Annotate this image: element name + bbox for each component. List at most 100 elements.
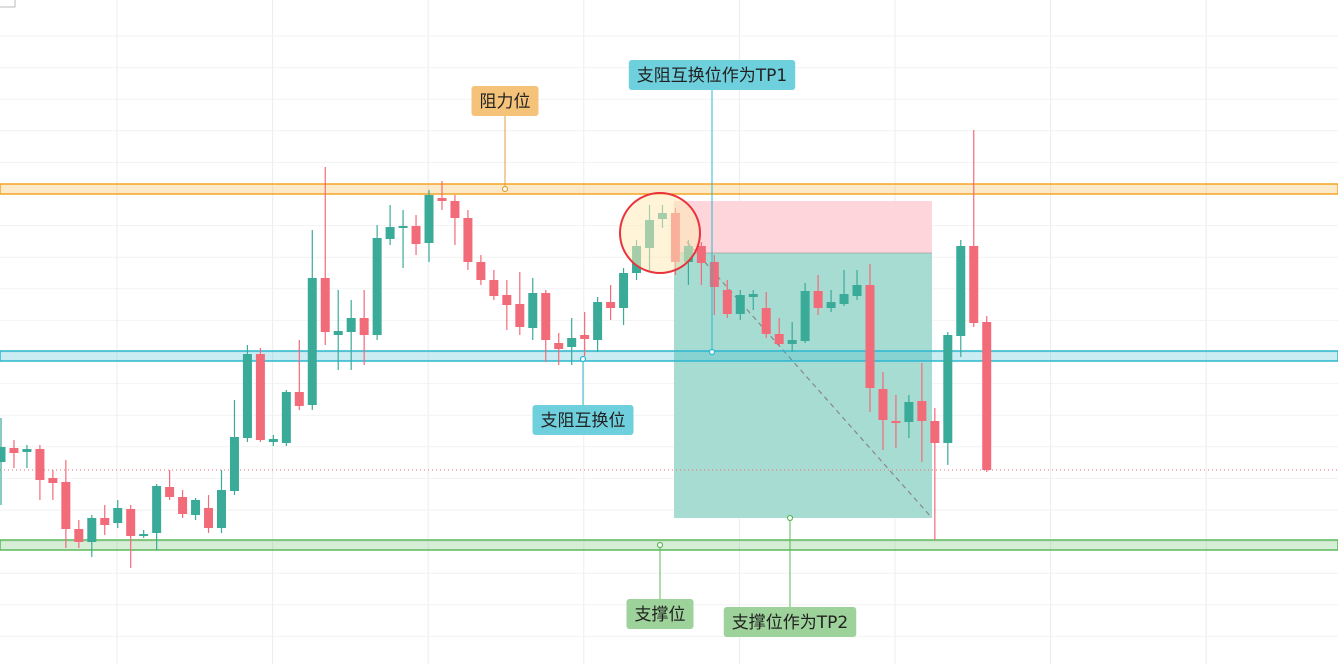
candle-body	[281, 392, 291, 443]
candle-body	[126, 509, 136, 536]
annotation-dot	[786, 514, 794, 522]
annotation-dot	[579, 355, 587, 363]
candle-body	[294, 392, 304, 406]
candle-body	[787, 340, 797, 344]
level-band	[0, 350, 1338, 362]
annotation-label: 支撑位	[635, 605, 686, 625]
annotation-label: 支阻互换位	[541, 411, 626, 431]
candle-body	[152, 486, 162, 533]
candle-body	[593, 302, 603, 340]
annotation: 阻力位	[471, 86, 539, 116]
candle-body	[489, 280, 499, 296]
candle-body	[748, 294, 758, 297]
candle-body	[826, 302, 836, 308]
candle-body	[385, 227, 395, 239]
candle-body	[696, 246, 706, 263]
candle-body	[515, 304, 525, 327]
candle-body	[852, 285, 862, 296]
candle-body	[476, 262, 486, 280]
candle-body	[191, 500, 201, 515]
candle-body	[943, 335, 953, 443]
annotation-box	[471, 86, 539, 116]
annotation-box	[532, 405, 634, 435]
annotation-label: 支阻互换位作为TP1	[637, 66, 787, 86]
level-band	[0, 183, 1338, 195]
candle-body	[450, 201, 460, 218]
candle-body	[100, 518, 110, 525]
candle-body	[165, 487, 175, 497]
candle-body	[255, 354, 265, 440]
candle-body	[813, 291, 823, 308]
candle-body	[178, 497, 188, 514]
annotation-label: 阻力位	[480, 92, 531, 112]
candle-body	[606, 302, 616, 308]
level-band	[0, 539, 1338, 551]
candle-body	[320, 278, 330, 332]
candle-body	[463, 218, 473, 262]
candle-body	[48, 478, 58, 483]
candle-body	[969, 246, 979, 323]
candle-body	[502, 295, 512, 305]
annotation: 支阻互换位	[532, 405, 634, 435]
candle-body	[774, 334, 784, 344]
annotation-box	[723, 607, 857, 637]
candle-body	[87, 518, 97, 542]
candle-body	[74, 529, 84, 542]
trend-line	[686, 241, 933, 519]
annotation-box	[626, 599, 694, 629]
candle-body	[35, 449, 45, 480]
highlight-circle	[619, 192, 701, 274]
candle-body	[956, 246, 966, 336]
annotation-label: 支撑位作为TP2	[732, 613, 848, 633]
annotation-dot	[708, 348, 716, 356]
annotation-box	[628, 60, 796, 90]
candle-body	[917, 401, 927, 421]
candle-body	[346, 318, 356, 332]
candle-body	[268, 439, 278, 442]
candle-body	[22, 449, 32, 452]
candle-body	[61, 482, 71, 529]
candle-body	[9, 448, 19, 453]
candle-body	[839, 294, 849, 304]
candle-body	[242, 354, 252, 438]
candle-body	[735, 295, 745, 314]
candle-body	[411, 226, 421, 244]
candle-body	[554, 343, 564, 349]
candle-body	[139, 534, 149, 536]
annotation-dot	[656, 541, 664, 549]
candle-body	[541, 293, 551, 340]
candle-body	[437, 198, 447, 201]
candle-body	[580, 335, 590, 339]
candle-body	[216, 490, 226, 528]
annotation: 支撑位	[626, 599, 694, 629]
candle-body	[619, 273, 629, 308]
candle-body	[761, 308, 771, 334]
candle-body	[904, 402, 914, 422]
candle-body	[204, 508, 214, 528]
candle-body	[709, 262, 719, 287]
candle-body	[307, 278, 317, 405]
candle-body	[567, 338, 577, 347]
candle-body	[800, 291, 810, 341]
candle-body	[878, 389, 888, 420]
candle-body	[0, 447, 6, 462]
annotation: 支阻互换位作为TP1	[628, 60, 796, 90]
candle-body	[359, 318, 369, 335]
candle-body	[528, 293, 538, 328]
candle-body	[891, 421, 901, 423]
candle-body	[113, 508, 123, 523]
candle-body	[865, 285, 875, 388]
annotation-dot	[501, 185, 509, 193]
candle-body	[982, 322, 992, 470]
candle-body	[722, 290, 732, 314]
candle-body	[372, 238, 382, 335]
candle-body	[229, 437, 239, 491]
annotation: 支撑位作为TP2	[723, 607, 857, 637]
candle-body	[398, 226, 408, 228]
candle-body	[333, 331, 343, 335]
corner-box	[0, 0, 16, 8]
candle-body	[930, 421, 940, 443]
candle-body	[424, 195, 434, 243]
